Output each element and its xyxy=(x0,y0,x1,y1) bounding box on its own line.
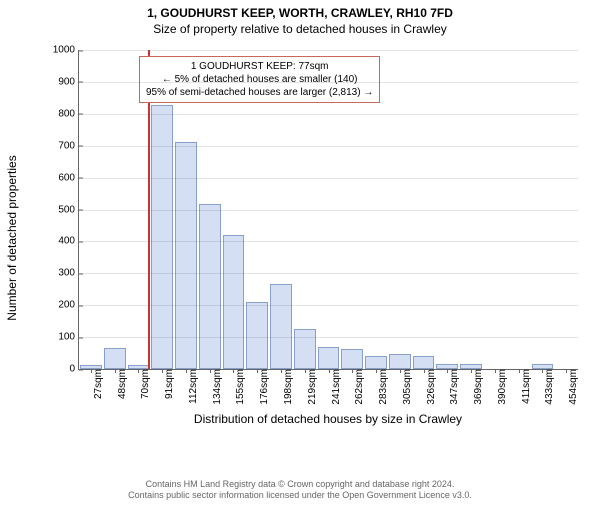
chart-container: Number of detached properties 27sqm48sqm… xyxy=(48,50,578,426)
x-tick-label: 112sqm xyxy=(182,369,199,404)
x-tick-label: 433sqm xyxy=(538,369,555,405)
bar xyxy=(389,354,411,369)
bar xyxy=(175,142,197,369)
bar xyxy=(270,284,292,369)
x-tick-label: 155sqm xyxy=(229,369,246,405)
gridline xyxy=(79,369,578,370)
bar xyxy=(365,356,387,369)
bar xyxy=(318,347,340,369)
y-tick-label: 700 xyxy=(58,140,79,151)
bar xyxy=(223,235,245,369)
y-tick-label: 400 xyxy=(58,236,79,247)
bar xyxy=(104,348,126,369)
bar xyxy=(294,329,316,369)
x-tick-label: 91sqm xyxy=(158,369,175,399)
gridline xyxy=(79,82,578,83)
bar xyxy=(199,204,221,369)
y-tick-label: 600 xyxy=(58,172,79,183)
x-tick-label: 454sqm xyxy=(562,369,579,405)
x-tick-label: 48sqm xyxy=(111,369,128,399)
x-tick-label: 70sqm xyxy=(134,369,151,399)
x-tick-label: 369sqm xyxy=(467,369,484,405)
annotation-box: 1 GOUDHURST KEEP: 77sqm ← 5% of detached… xyxy=(139,56,380,103)
y-tick-label: 800 xyxy=(58,108,79,119)
gridline xyxy=(79,146,578,147)
gridline xyxy=(79,50,578,51)
y-tick-label: 200 xyxy=(58,300,79,311)
gridline xyxy=(79,178,578,179)
footer-line1: Contains HM Land Registry data © Crown c… xyxy=(0,479,600,491)
bar xyxy=(246,302,268,369)
annotation-line2: ← 5% of detached houses are smaller (140… xyxy=(146,73,373,86)
y-axis-label: Number of detached properties xyxy=(5,155,19,320)
x-tick-label: 198sqm xyxy=(277,369,294,405)
y-tick-label: 100 xyxy=(58,332,79,343)
gridline xyxy=(79,273,578,274)
x-tick-label: 283sqm xyxy=(372,369,389,405)
y-tick-label: 1000 xyxy=(53,45,79,56)
bar xyxy=(341,349,363,370)
gridline xyxy=(79,114,578,115)
bar xyxy=(413,356,435,369)
gridline xyxy=(79,305,578,306)
y-tick-label: 500 xyxy=(58,204,79,215)
x-tick-label: 219sqm xyxy=(301,369,318,405)
x-tick-label: 176sqm xyxy=(253,369,270,405)
x-tick-label: 27sqm xyxy=(87,369,104,399)
x-tick-label: 390sqm xyxy=(491,369,508,405)
y-tick-label: 300 xyxy=(58,268,79,279)
gridline xyxy=(79,241,578,242)
annotation-line3: 95% of semi-detached houses are larger (… xyxy=(146,86,373,99)
x-tick-label: 347sqm xyxy=(443,369,460,405)
y-tick-label: 0 xyxy=(69,364,79,375)
gridline xyxy=(79,337,578,338)
chart-title-main: 1, GOUDHURST KEEP, WORTH, CRAWLEY, RH10 … xyxy=(0,6,600,20)
footer-line2: Contains public sector information licen… xyxy=(0,490,600,502)
x-tick-label: 411sqm xyxy=(515,369,532,404)
chart-title-sub: Size of property relative to detached ho… xyxy=(0,22,600,36)
y-tick-label: 900 xyxy=(58,76,79,87)
annotation-line1: 1 GOUDHURST KEEP: 77sqm xyxy=(146,60,373,73)
x-axis-label: Distribution of detached houses by size … xyxy=(78,412,578,426)
x-tick-label: 262sqm xyxy=(348,369,365,405)
gridline xyxy=(79,210,578,211)
plot-area: 27sqm48sqm70sqm91sqm112sqm134sqm155sqm17… xyxy=(78,50,578,370)
x-tick-label: 326sqm xyxy=(420,369,437,405)
x-tick-label: 134sqm xyxy=(206,369,223,405)
footer-attribution: Contains HM Land Registry data © Crown c… xyxy=(0,479,600,502)
x-tick-label: 241sqm xyxy=(325,369,342,405)
x-tick-label: 305sqm xyxy=(396,369,413,405)
